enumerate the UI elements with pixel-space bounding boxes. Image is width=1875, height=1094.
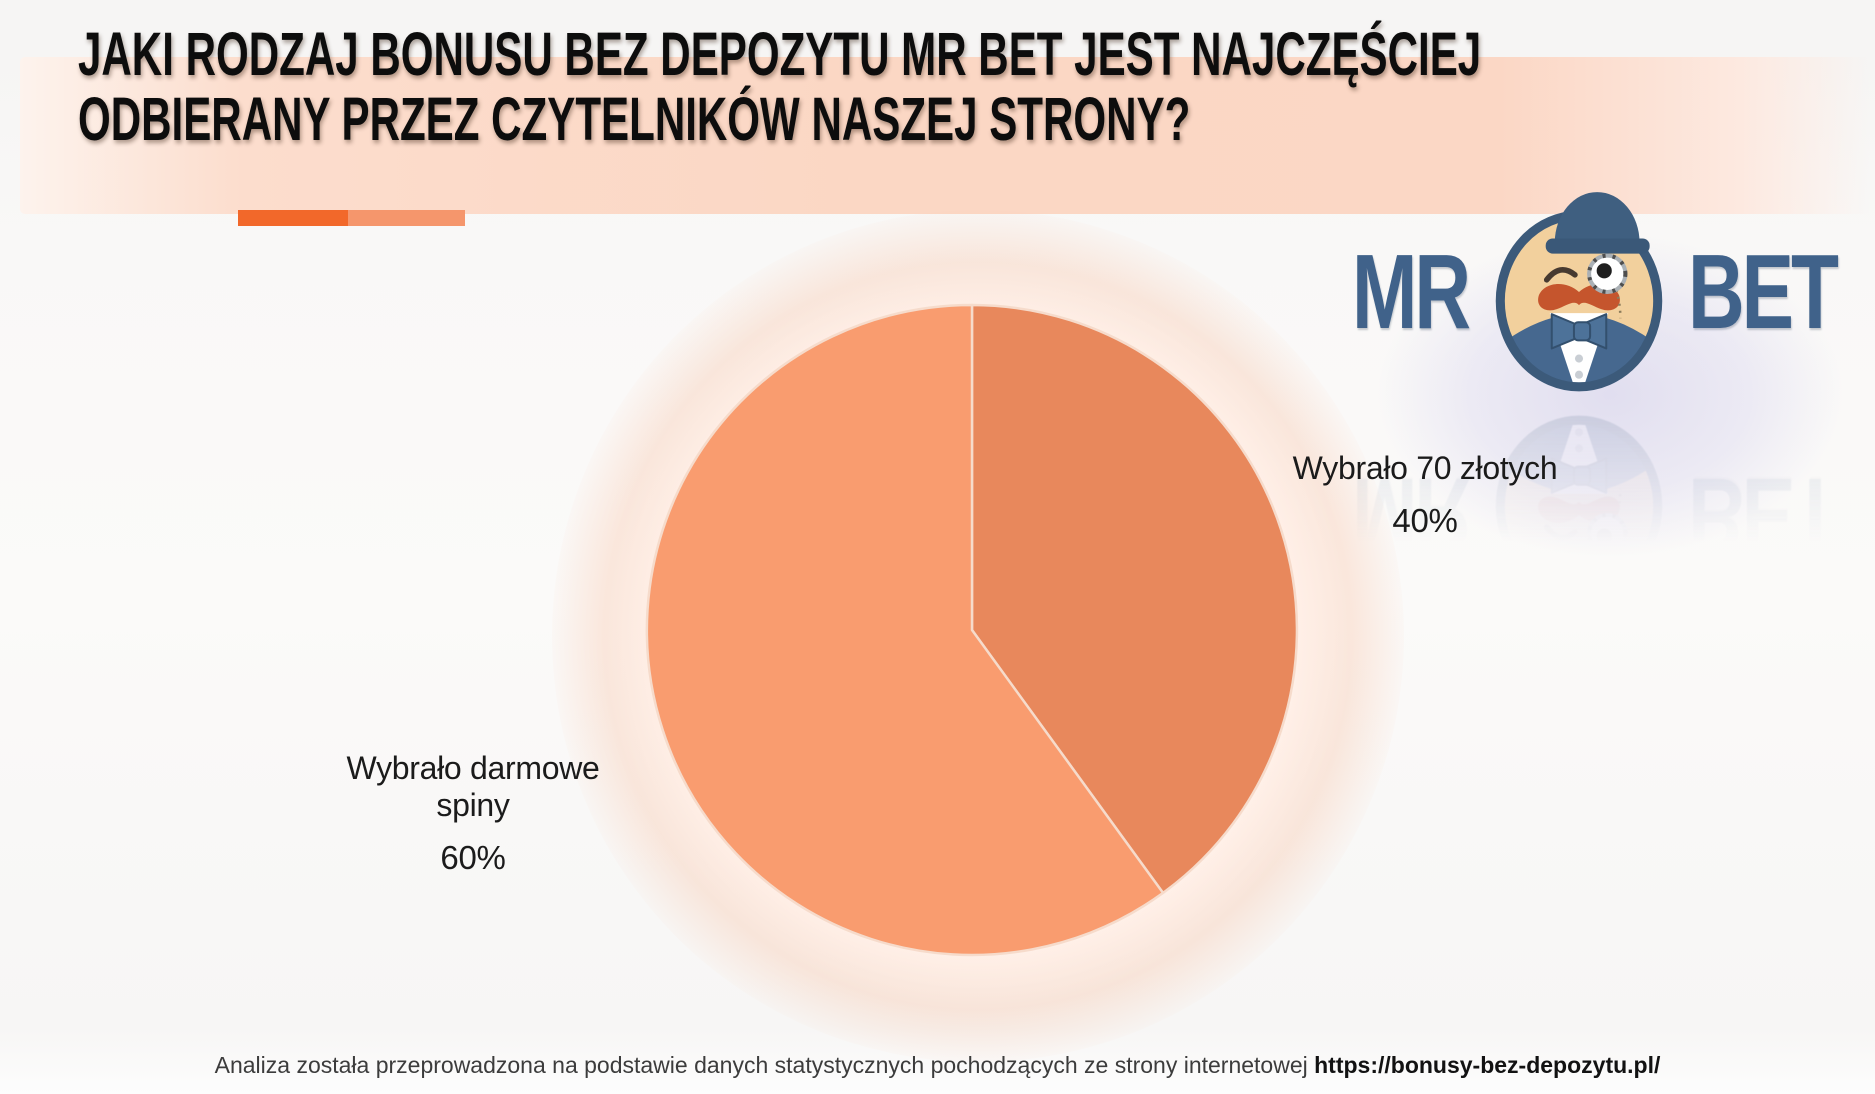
pie-label-percent: 40% xyxy=(1392,502,1458,539)
pie-chart xyxy=(645,303,1299,957)
source-note: Analiza została przeprowadzona na podsta… xyxy=(0,1052,1875,1079)
underline-left-segment xyxy=(238,210,348,226)
pie-label-darmowe-spiny: Wybrało darmowe spiny 60% xyxy=(318,750,628,877)
source-note-url: https://bonusy-bez-depozytu.pl/ xyxy=(1314,1052,1661,1078)
page-title-line-1: JAKI RODZAJ BONUSU BEZ DEPOZYTU MR BET J… xyxy=(78,20,1482,88)
pie-slice-40% xyxy=(970,303,1299,895)
underline-right-segment xyxy=(348,210,465,226)
pie-label-70-zlotych: Wybrało 70 złotych 40% xyxy=(1255,450,1595,540)
page-title: JAKI RODZAJ BONUSU BEZ DEPOZYTU MR BET J… xyxy=(78,22,1481,152)
logo-text-mr: MR xyxy=(1352,233,1471,351)
pie-label-percent: 60% xyxy=(440,839,506,876)
mrbet-logo: MR BET xyxy=(1340,183,1870,411)
logo-text-bet: BET xyxy=(1688,233,1839,351)
pie-label-text: Wybrało 70 złotych xyxy=(1292,450,1558,486)
source-note-text: Analiza została przeprowadzona na podsta… xyxy=(214,1052,1308,1078)
title-underline xyxy=(238,210,465,226)
page-title-line-2: ODBIERANY PRZEZ CZYTELNIKÓW NASZEJ STRON… xyxy=(78,85,1191,153)
mrbet-mascot-icon xyxy=(1493,185,1665,407)
pie-slice-60% xyxy=(645,303,1165,957)
pie-label-text: Wybrało darmowe spiny xyxy=(346,750,600,823)
